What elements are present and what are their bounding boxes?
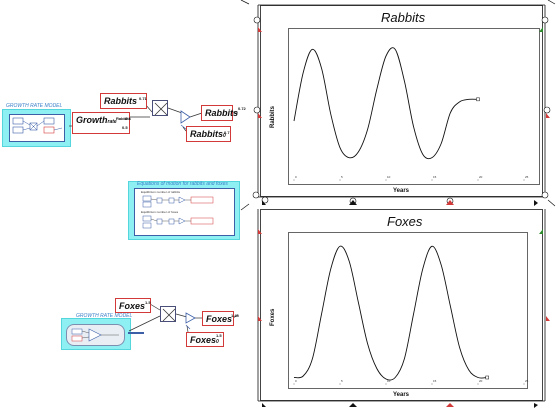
foxes-graph[interactable]: Foxes Foxes Years 0 5 10 15 20 25 [260, 209, 543, 401]
rabbits-plot-area [288, 28, 540, 185]
foxes-xtick-label: 20 [479, 379, 483, 383]
equation2-label: Equilibrium number of foxes [141, 210, 179, 214]
equations-group[interactable]: Equations of motion for rabbits and foxe… [128, 181, 240, 240]
node-rabbits-out[interactable]: Rabbits 0.72 [201, 105, 246, 121]
foxes-graph-title: Foxes [387, 214, 423, 229]
corner-circle-icon [543, 106, 551, 114]
foxes-chart: 0 5 10 15 20 25 [293, 245, 529, 385]
node-rabbits-0[interactable]: Rabbits0 0.7 [186, 126, 231, 142]
growth-model-2-output-bar [128, 332, 144, 334]
equations-title: Equations of motion for rabbits and foxe… [137, 181, 228, 187]
node-rabbits-top[interactable]: Rabbits 0.71 [100, 93, 147, 109]
rabbits-xlabel: Years [393, 188, 410, 194]
rabbits-xtick-label: 20 [479, 175, 483, 179]
growth-rate-sup3: 0.5 [122, 125, 128, 130]
growth-model-2-inner [66, 324, 125, 346]
foxes-series-line [293, 245, 488, 381]
foxes-0-value: 1.5 [216, 333, 222, 338]
growth-model-group[interactable]: GROWTH RATE MODEL [2, 103, 71, 147]
corner-circle-icon [253, 106, 261, 114]
rabbits-xtick-label: 0 [295, 175, 297, 179]
node-growth-rate[interactable]: Growthrate Rabbits 0.3 0.5 [72, 112, 131, 134]
foxes-xtick-label: 15 [433, 379, 437, 383]
corner-circle-icon [252, 191, 260, 199]
equations-inner: Equilibrium number of rabbits Equilibriu… [134, 188, 235, 236]
foxes-xlabel: Years [393, 392, 410, 398]
rabbits-xtick-label: 15 [433, 175, 437, 179]
rabbits-graph-title: Rabbits [381, 10, 426, 25]
equations-schematic [142, 195, 214, 229]
growth-model-schematic [12, 117, 63, 134]
rabbits-graph[interactable]: Rabbits Rabbits Years 0 5 10 15 20 25 [260, 5, 543, 197]
foxes-end-marker [485, 375, 489, 380]
integrator-rabbits-icon[interactable] [180, 108, 192, 130]
corner-circle-icon [541, 16, 549, 24]
growth-model-title: GROWTH RATE MODEL [6, 103, 63, 109]
growth-model-2-title: GROWTH RATE MODEL [76, 313, 133, 319]
node-foxes-top[interactable]: Foxes 1.5 [115, 298, 151, 313]
foxes-top-value: 1.5 [145, 300, 151, 305]
rabbits-top-label: Rabbits [104, 96, 138, 106]
foxes-top-label: Foxes [119, 301, 146, 311]
rabbits-top-value: 0.71 [139, 96, 147, 101]
corner-circle-icon [541, 191, 549, 199]
corner-circle-icon [253, 16, 261, 24]
foxes-0-label: Foxes0 [190, 335, 219, 345]
foxes-xtick-label: 5 [341, 379, 343, 383]
foxes-out-label: Foxes [206, 314, 233, 324]
rabbits-xtick-label: 10 [387, 175, 391, 179]
foxes-out-value: 1.45 [231, 313, 239, 318]
integrator-foxes-icon[interactable] [185, 311, 197, 331]
node-foxes-out[interactable]: Foxes 1.45 [202, 311, 239, 326]
rabbits-0-label: Rabbits0 [190, 129, 226, 139]
foxes-xtick-label: 0 [295, 379, 297, 383]
rabbits-0-value: 0.7 [224, 130, 230, 135]
rabbits-xtick-label: 5 [341, 175, 343, 179]
rabbits-out-label: Rabbits [205, 108, 239, 118]
rabbits-series-line [293, 47, 479, 160]
multiplier-foxes[interactable] [160, 306, 176, 322]
growth-model-2-schematic [71, 328, 119, 342]
rabbits-end-marker [476, 97, 480, 102]
foxes-xtick-label: 25 [525, 379, 529, 383]
rabbits-out-value: 0.72 [238, 106, 246, 111]
growth-model-group-2[interactable]: GROWTH RATE MODEL [61, 313, 144, 350]
rabbits-xtick-label: 25 [525, 175, 529, 179]
equation1-label: Equilibrium number of rabbits [141, 190, 181, 194]
multiply-icon [154, 102, 168, 116]
growth-rate-sup1: Rabbits [116, 116, 131, 121]
growth-model-inner [9, 114, 65, 142]
foxes-plot-area [288, 232, 528, 389]
growth-rate-label: Growthrate [76, 115, 117, 125]
node-foxes-0[interactable]: Foxes0 1.5 [186, 332, 224, 347]
multiply-icon-2 [162, 308, 176, 322]
rabbits-chart: 0 5 10 15 20 25 [293, 47, 529, 181]
multiplier-rabbits[interactable] [152, 100, 168, 116]
growth-rate-sup2: 0.3 [125, 116, 131, 121]
foxes-xtick-label: 10 [387, 379, 391, 383]
